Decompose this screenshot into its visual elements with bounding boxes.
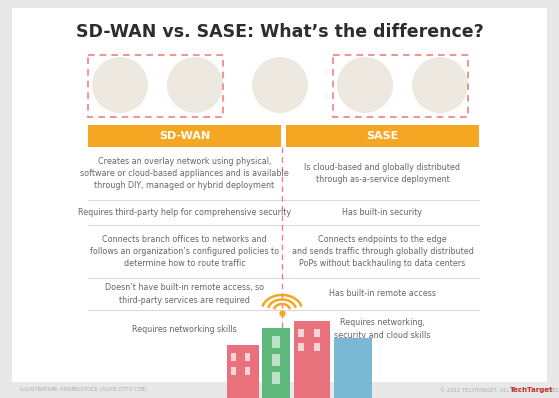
Text: SASE: SASE <box>366 131 399 141</box>
Text: ILLUSTRATION: ADOBE/STOCK (ALICE OTTO CTB): ILLUSTRATION: ADOBE/STOCK (ALICE OTTO CT… <box>20 388 147 392</box>
Text: Requires third-party help for comprehensive security: Requires third-party help for comprehens… <box>78 208 291 217</box>
Bar <box>227 345 259 398</box>
Circle shape <box>412 57 468 113</box>
Bar <box>334 338 372 398</box>
Bar <box>231 367 236 375</box>
Bar <box>262 328 290 398</box>
Text: Creates an overlay network using physical,
software or cloud-based appliances an: Creates an overlay network using physica… <box>80 156 289 191</box>
Bar <box>298 343 304 351</box>
Bar <box>314 329 320 337</box>
Bar <box>231 353 236 361</box>
Circle shape <box>252 57 308 113</box>
Bar <box>272 336 280 348</box>
Text: Has built-in remote access: Has built-in remote access <box>329 289 436 298</box>
FancyBboxPatch shape <box>88 125 281 147</box>
Text: © 2022 TECHTARGET, ALL RIGHTS RESERVED.: © 2022 TECHTARGET, ALL RIGHTS RESERVED. <box>440 388 559 392</box>
Text: SD-WAN vs. SASE: What’s the difference?: SD-WAN vs. SASE: What’s the difference? <box>75 23 484 41</box>
Text: Has built-in security: Has built-in security <box>343 208 423 217</box>
Circle shape <box>167 57 223 113</box>
Bar <box>298 329 304 337</box>
Bar <box>272 354 280 366</box>
Text: Connects endpoints to the edge
and sends traffic through globally distributed
Po: Connects endpoints to the edge and sends… <box>292 234 473 269</box>
Text: Is cloud-based and globally distributed
through as-a-service deployment: Is cloud-based and globally distributed … <box>305 163 461 184</box>
Text: Requires networking,
security and cloud skills: Requires networking, security and cloud … <box>334 318 430 340</box>
Text: SD-WAN: SD-WAN <box>159 131 210 141</box>
Text: TechTarget: TechTarget <box>510 387 553 393</box>
Text: Doesn’t have built-in remote access, so
third-party services are required: Doesn’t have built-in remote access, so … <box>105 283 264 305</box>
Bar <box>294 321 330 398</box>
Circle shape <box>92 57 148 113</box>
Bar <box>245 353 250 361</box>
Text: Connects branch offices to networks and
follows an organization’s configured pol: Connects branch offices to networks and … <box>90 234 279 269</box>
Bar <box>245 367 250 375</box>
Bar <box>314 343 320 351</box>
FancyBboxPatch shape <box>12 8 547 382</box>
Text: Requires networking skills: Requires networking skills <box>132 324 237 334</box>
Bar <box>272 372 280 384</box>
Circle shape <box>337 57 393 113</box>
FancyBboxPatch shape <box>286 125 479 147</box>
